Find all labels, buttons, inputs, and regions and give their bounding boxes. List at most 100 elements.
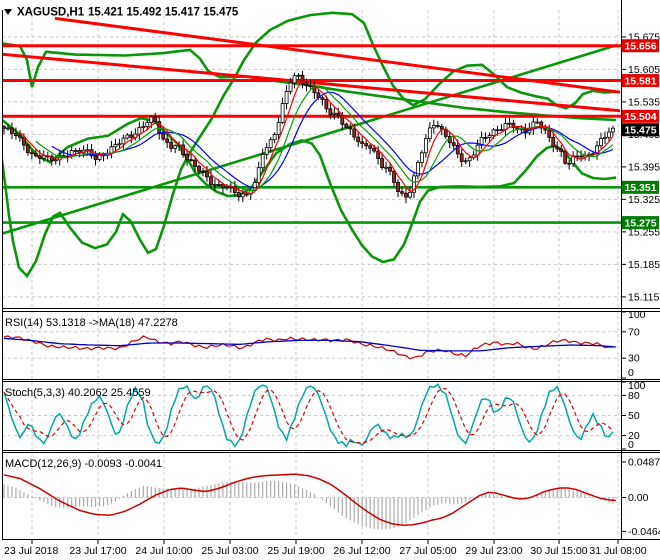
price-tick-label: 15.325 [628, 194, 660, 206]
candle-body [209, 176, 213, 186]
candle-body [344, 123, 349, 128]
candle-body [603, 136, 607, 139]
candle-body [141, 126, 146, 128]
time-tick-label: 25 Jul 03:00 [201, 545, 258, 557]
candle-body [431, 125, 436, 129]
candle-body [455, 144, 460, 155]
candle-body [292, 75, 297, 84]
stoch-tick-label: 0 [628, 439, 634, 451]
candle-body [499, 129, 504, 132]
candle-body [205, 170, 209, 178]
candle-body [423, 138, 428, 154]
main-panel[interactable] [0, 11, 621, 279]
ma-fast-line [19, 80, 614, 195]
candle-body [611, 127, 615, 133]
price-tick-label: 15.115 [628, 291, 659, 303]
symbol-dropdown-icon[interactable] [4, 9, 12, 15]
candle-body [360, 141, 365, 144]
candle-body [491, 129, 496, 136]
rsi-panel[interactable] [3, 335, 617, 360]
candle-body [37, 155, 42, 159]
candle-body [368, 145, 373, 149]
candle-body [300, 74, 305, 85]
candle-body [268, 139, 273, 149]
price-badge-value: 15.351 [624, 182, 656, 194]
rsi-ma-line [3, 337, 617, 352]
rsi-tick-label: 70 [628, 326, 640, 338]
rsi-label: RSI(14) 53.1318 ->MA(18) 47.2278 [5, 317, 178, 329]
time-tick-label: 23 Jul 17:00 [69, 545, 126, 557]
candle-body [181, 144, 186, 156]
stoch-tick-label: 80 [628, 390, 640, 402]
candle-body [459, 153, 464, 162]
price-tick-label: 15.605 [628, 64, 660, 76]
candle-body [559, 148, 564, 152]
macd-tick-label: 0.0487 [628, 456, 660, 468]
candle-body [197, 165, 201, 172]
candle-body [220, 184, 225, 189]
candle-body [10, 127, 14, 134]
candle-body [332, 112, 337, 115]
candle-body [18, 135, 22, 138]
price-badge-resistance: 15.656 [622, 39, 659, 53]
candle-body [483, 137, 488, 139]
ma-medium-line [35, 85, 614, 192]
candle-body [53, 159, 58, 162]
candle-body [189, 159, 193, 162]
candle-body [408, 191, 412, 198]
candle-body [451, 142, 456, 146]
candle-body [173, 145, 178, 149]
candle-body [419, 152, 424, 163]
candle-body [479, 137, 484, 146]
green-band-2 [2, 11, 617, 279]
candle-body [153, 116, 158, 123]
macd-label: MACD(12,26,9) -0.0093 -0.0041 [5, 458, 162, 470]
price-axis[interactable]: 15.67515.60515.53515.46515.39515.32515.2… [621, 31, 660, 538]
candle-body [149, 116, 154, 123]
candle-body [14, 133, 18, 137]
green-trendline-up [2, 43, 619, 235]
candle-body [495, 129, 500, 132]
price-badge-resistance: 15.504 [622, 109, 659, 123]
candle-body [201, 170, 205, 173]
time-axis[interactable]: 23 Jul 2018 23 Jul 17:00 24 Jul 10:00 25 Ju… [4, 540, 647, 557]
candle-body [607, 131, 611, 138]
candles-layer [2, 70, 615, 204]
price-badge-value: 15.504 [624, 111, 656, 123]
candle-body [304, 83, 309, 87]
candle-body [555, 146, 560, 150]
candle-body [435, 125, 440, 127]
price-badge-rect [622, 109, 659, 123]
candle-body [193, 159, 197, 167]
stochastic-panel[interactable] [3, 383, 614, 448]
candle-body [511, 122, 516, 129]
candle-body [29, 152, 34, 155]
price-badge-rect [622, 74, 659, 88]
candle-body [599, 138, 603, 147]
time-tick-label: 27 Jul 05:00 [399, 545, 456, 557]
price-badge-value: 15.275 [624, 217, 656, 229]
stoch-d-line [3, 387, 614, 444]
candle-body [563, 150, 568, 164]
candle-body [384, 166, 388, 169]
candle-body [185, 154, 189, 161]
candle-body [324, 99, 329, 110]
price-badge-value: 15.475 [624, 125, 656, 137]
candle-body [224, 186, 229, 189]
candle-body [161, 133, 166, 140]
candle-body [33, 153, 38, 157]
stoch-k-line [3, 383, 614, 448]
candle-body [296, 74, 301, 77]
candle-body [320, 97, 325, 100]
candle-body [416, 161, 420, 177]
chart-title-quotes: 15.421 15.492 15.417 15.475 [88, 7, 239, 19]
candle-body [73, 150, 78, 152]
macd-panel[interactable] [3, 473, 617, 530]
price-tick-label: 15.535 [628, 96, 660, 108]
candle-body [6, 127, 10, 130]
candle-body [439, 126, 444, 130]
candle-body [376, 150, 381, 159]
rsi-tick-label: 0 [628, 367, 634, 379]
